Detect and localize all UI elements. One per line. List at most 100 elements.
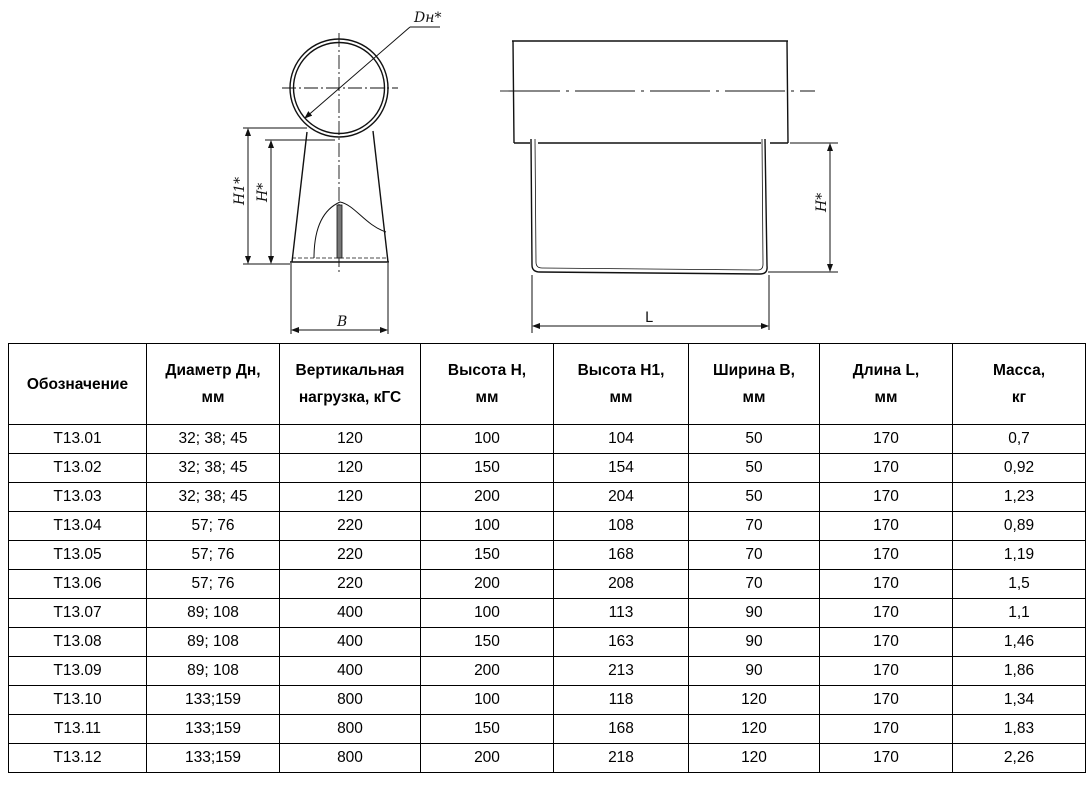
header-text: Обозначение [26,375,129,393]
cell-mass: 1,86 [952,656,1086,686]
cell-designation: Т13.09 [8,656,147,686]
cell-mass: 0,92 [952,453,1086,483]
cell-diameter: 57; 76 [146,511,280,541]
u-bracket [530,138,768,275]
cell-diameter: 133;159 [146,743,280,773]
cell-designation: Т13.05 [8,540,147,570]
cell-length-l: 170 [819,627,953,657]
table-row: Т13.01 32; 38; 45 120 100 104 50 170 0,7 [8,424,1086,454]
cell-load: 400 [279,598,421,628]
cell-length-l: 170 [819,540,953,570]
cell-length-l: 170 [819,569,953,599]
cell-length-l: 170 [819,482,953,512]
header-height-h1: Высота H1, мм [553,343,689,425]
cell-diameter: 133;159 [146,714,280,744]
cell-height-h: 200 [420,569,554,599]
cell-height-h1: 113 [553,598,689,628]
table-row: Т13.03 32; 38; 45 120 200 204 50 170 1,23 [8,482,1086,512]
cell-diameter: 133;159 [146,685,280,715]
cell-designation: Т13.02 [8,453,147,483]
cell-height-h: 100 [420,598,554,628]
table-row: Т13.10 133;159 800 100 118 120 170 1,34 [8,685,1086,715]
label-h1: H1* [232,177,248,206]
header-text: мм [475,389,499,406]
cell-designation: Т13.06 [8,569,147,599]
cell-diameter: 57; 76 [146,540,280,570]
cell-height-h: 100 [420,511,554,541]
cell-height-h: 200 [420,743,554,773]
cell-length-l: 170 [819,598,953,628]
specs-table: Обозначение Диаметр Дн, мм Вертикальная нагр… [8,343,1086,773]
cell-load: 400 [279,656,421,686]
cell-width-b: 90 [688,598,820,628]
cell-diameter: 32; 38; 45 [146,424,280,454]
cell-load: 400 [279,627,421,657]
cell-designation: Т13.12 [8,743,147,773]
table-row: Т13.09 89; 108 400 200 213 90 170 1,86 [8,656,1086,686]
cell-height-h1: 154 [553,453,689,483]
cell-length-l: 170 [819,511,953,541]
cell-width-b: 70 [688,511,820,541]
cell-designation: Т13.11 [8,714,147,744]
cell-height-h1: 118 [553,685,689,715]
header-text: мм [201,389,225,406]
cell-length-l: 170 [819,424,953,454]
header-text: Ширина B, [713,362,795,379]
cell-length-l: 170 [819,685,953,715]
cell-diameter: 89; 108 [146,627,280,657]
label-h-right: H* [814,193,830,213]
cell-diameter: 57; 76 [146,569,280,599]
header-row: Обозначение Диаметр Дн, мм Вертикальная нагр… [8,343,1086,425]
header-height-h: Высота H, мм [420,343,554,425]
header-designation: Обозначение [8,343,147,425]
cell-width-b: 70 [688,540,820,570]
header-text: мм [874,389,898,406]
cell-width-b: 90 [688,627,820,657]
header-load: Вертикальная нагрузка, кГС [279,343,421,425]
label-dn: Dн* [413,10,441,26]
cell-height-h1: 163 [553,627,689,657]
cell-designation: Т13.10 [8,685,147,715]
cell-width-b: 50 [688,424,820,454]
front-view [500,40,838,333]
cell-length-l: 170 [819,743,953,773]
cell-designation: Т13.08 [8,627,147,657]
header-width-b: Ширина B, мм [688,343,820,425]
table-row: Т13.08 89; 108 400 150 163 90 170 1,46 [8,627,1086,657]
cell-load: 220 [279,540,421,570]
cell-width-b: 120 [688,714,820,744]
table-row: Т13.06 57; 76 220 200 208 70 170 1,5 [8,569,1086,599]
table-row: Т13.07 89; 108 400 100 113 90 170 1,1 [8,598,1086,628]
cell-width-b: 70 [688,569,820,599]
cell-height-h1: 108 [553,511,689,541]
cell-mass: 1,19 [952,540,1086,570]
cell-width-b: 120 [688,743,820,773]
header-length-l: Длина L, мм [819,343,953,425]
table-row: Т13.04 57; 76 220 100 108 70 170 0,89 [8,511,1086,541]
cell-height-h1: 168 [553,714,689,744]
cell-load: 800 [279,685,421,715]
header-mass: Масса, кг [952,343,1086,425]
cell-mass: 0,7 [952,424,1086,454]
cell-height-h: 200 [420,482,554,512]
label-h-left: H* [255,183,271,203]
header-text: Высота H1, [577,362,665,379]
cell-load: 800 [279,743,421,773]
cell-mass: 1,46 [952,627,1086,657]
cell-width-b: 120 [688,685,820,715]
header-text: Длина L, [852,362,920,379]
cell-designation: Т13.04 [8,511,147,541]
cell-mass: 1,34 [952,685,1086,715]
cell-mass: 1,5 [952,569,1086,599]
cell-diameter: 32; 38; 45 [146,482,280,512]
cell-designation: Т13.03 [8,482,147,512]
side-view [243,26,440,334]
cell-designation: Т13.01 [8,424,147,454]
cell-load: 120 [279,453,421,483]
label-b: B [336,314,347,330]
table-row: Т13.05 57; 76 220 150 168 70 170 1,19 [8,540,1086,570]
cell-diameter: 89; 108 [146,656,280,686]
cell-height-h: 150 [420,453,554,483]
cell-height-h1: 218 [553,743,689,773]
header-text: мм [742,389,766,406]
